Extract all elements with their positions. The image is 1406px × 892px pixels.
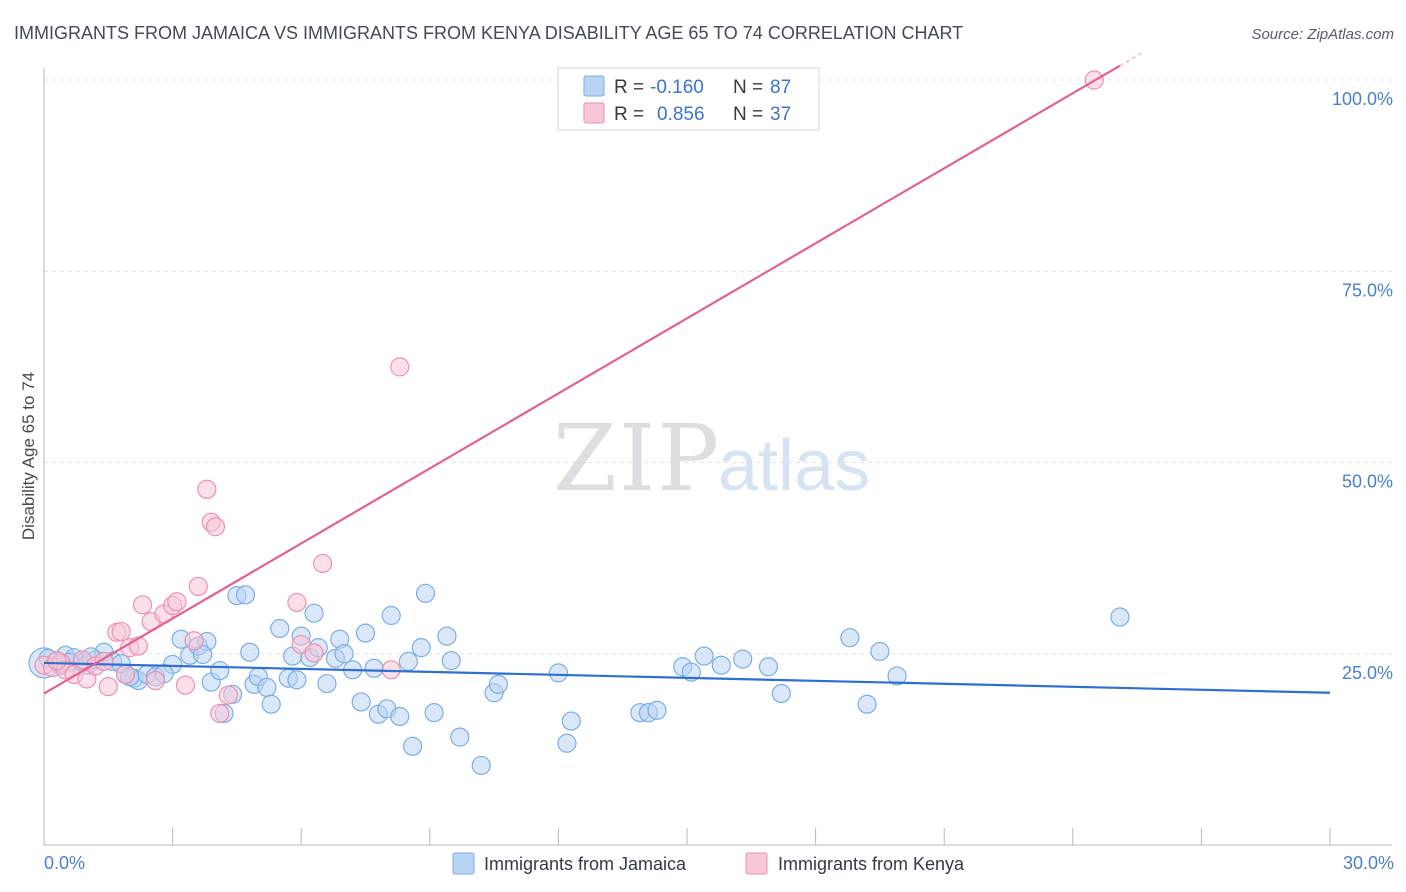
point-jamaica bbox=[771, 683, 791, 704]
point-jamaica bbox=[548, 663, 569, 683]
trendline-kenya bbox=[43, 64, 1121, 695]
point-jamaica bbox=[450, 727, 470, 747]
point-jamaica bbox=[193, 644, 213, 665]
point-kenya bbox=[167, 592, 187, 612]
x-axis-ticks bbox=[43, 828, 1331, 845]
y-tick-label-25: 25.0% bbox=[1342, 663, 1393, 683]
point-kenya bbox=[205, 517, 226, 537]
point-kenya bbox=[128, 636, 148, 656]
point-jamaica bbox=[694, 646, 714, 666]
point-jamaica bbox=[240, 642, 260, 662]
series-kenya bbox=[34, 70, 1104, 724]
bottom-legend-label-jamaica: Immigrants from Jamaica bbox=[484, 854, 687, 874]
legend-n-label-jamaica: N = bbox=[733, 77, 763, 98]
point-jamaica bbox=[557, 733, 577, 753]
point-jamaica bbox=[403, 736, 423, 756]
bottom-legend-label-kenya: Immigrants from Kenya bbox=[778, 854, 965, 874]
chart-title: IMMIGRANTS FROM JAMAICA VS IMMIGRANTS FR… bbox=[14, 23, 963, 43]
point-jamaica bbox=[870, 641, 890, 662]
chart-source: Source: ZipAtlas.com bbox=[1251, 26, 1394, 43]
point-jamaica bbox=[235, 585, 256, 605]
point-jamaica bbox=[441, 651, 461, 671]
point-jamaica bbox=[647, 700, 667, 720]
point-jamaica bbox=[257, 677, 277, 698]
gridlines bbox=[44, 79, 1392, 655]
point-jamaica bbox=[210, 660, 230, 681]
point-jamaica bbox=[411, 638, 431, 658]
point-kenya bbox=[47, 651, 67, 671]
point-jamaica bbox=[381, 605, 401, 626]
point-jamaica bbox=[317, 673, 337, 694]
y-axis-label: Disability Age 65 to 74 bbox=[19, 372, 38, 540]
point-kenya bbox=[188, 576, 208, 597]
point-jamaica bbox=[733, 649, 753, 669]
watermark-atlas: atlas bbox=[718, 426, 870, 506]
point-jamaica bbox=[488, 674, 508, 694]
series-jamaica bbox=[28, 583, 1130, 776]
point-kenya bbox=[210, 703, 230, 724]
y-tick-label-100: 100.0% bbox=[1332, 89, 1393, 109]
trendline-jamaica bbox=[43, 661, 1331, 694]
point-jamaica bbox=[561, 711, 581, 731]
point-kenya bbox=[197, 479, 217, 499]
point-kenya bbox=[175, 675, 196, 695]
trendline-kenya-extension bbox=[1119, 52, 1142, 67]
watermark-zip: ZIP bbox=[553, 405, 721, 512]
point-kenya bbox=[115, 664, 136, 685]
point-jamaica bbox=[887, 666, 907, 686]
stats-legend: R = -0.160 N = 87 R = 0.856 N = 37 bbox=[557, 67, 820, 131]
bottom-legend-swatch-jamaica bbox=[452, 852, 475, 875]
legend-n-label-kenya: N = bbox=[733, 104, 763, 125]
point-kenya bbox=[184, 631, 204, 651]
point-jamaica bbox=[287, 670, 307, 690]
point-jamaica bbox=[355, 623, 376, 643]
y-tick-label-75: 75.0% bbox=[1342, 280, 1393, 300]
point-kenya bbox=[287, 592, 307, 613]
series-layer bbox=[28, 52, 1331, 776]
point-kenya bbox=[145, 670, 166, 691]
point-jamaica bbox=[711, 655, 731, 675]
legend-r-value-jamaica: -0.160 bbox=[650, 77, 704, 98]
watermark: ZIP atlas bbox=[553, 405, 870, 512]
point-jamaica bbox=[390, 706, 410, 727]
legend-r-label-jamaica: R = bbox=[614, 77, 644, 98]
point-kenya bbox=[218, 685, 238, 705]
point-jamaica bbox=[840, 628, 860, 648]
point-jamaica bbox=[415, 583, 436, 603]
legend-r-label-kenya: R = bbox=[614, 104, 644, 125]
point-jamaica bbox=[270, 618, 290, 639]
point-jamaica bbox=[334, 644, 354, 664]
point-jamaica bbox=[1110, 607, 1130, 627]
legend-n-value-kenya: 37 bbox=[770, 104, 791, 125]
legend-n-value-jamaica: 87 bbox=[770, 77, 791, 98]
point-jamaica bbox=[304, 603, 324, 623]
point-jamaica bbox=[351, 692, 371, 712]
point-jamaica bbox=[398, 651, 418, 672]
point-jamaica bbox=[261, 694, 281, 714]
point-jamaica bbox=[758, 657, 779, 677]
legend-r-value-kenya: 0.856 bbox=[657, 104, 705, 125]
point-kenya bbox=[304, 643, 324, 663]
legend-swatch-jamaica bbox=[583, 75, 605, 97]
bottom-legend-swatch-kenya bbox=[745, 852, 768, 875]
point-jamaica bbox=[857, 694, 877, 714]
point-kenya bbox=[98, 677, 118, 697]
point-jamaica bbox=[437, 626, 457, 646]
point-jamaica bbox=[424, 703, 444, 723]
x-tick-label-min: 0.0% bbox=[44, 853, 85, 873]
point-jamaica bbox=[681, 662, 701, 682]
point-kenya bbox=[132, 595, 153, 615]
y-tick-label-50: 50.0% bbox=[1342, 472, 1393, 492]
point-jamaica bbox=[471, 755, 491, 776]
point-kenya bbox=[313, 553, 333, 574]
point-kenya bbox=[390, 357, 410, 377]
point-kenya bbox=[111, 621, 131, 642]
point-jamaica bbox=[364, 658, 384, 678]
series-legend: Immigrants from Jamaica Immigrants from … bbox=[452, 852, 965, 875]
legend-swatch-kenya bbox=[583, 102, 605, 124]
x-tick-label-max: 30.0% bbox=[1343, 853, 1394, 873]
y-tick-labels: 25.0% 50.0% 75.0% 100.0% bbox=[1332, 89, 1393, 683]
